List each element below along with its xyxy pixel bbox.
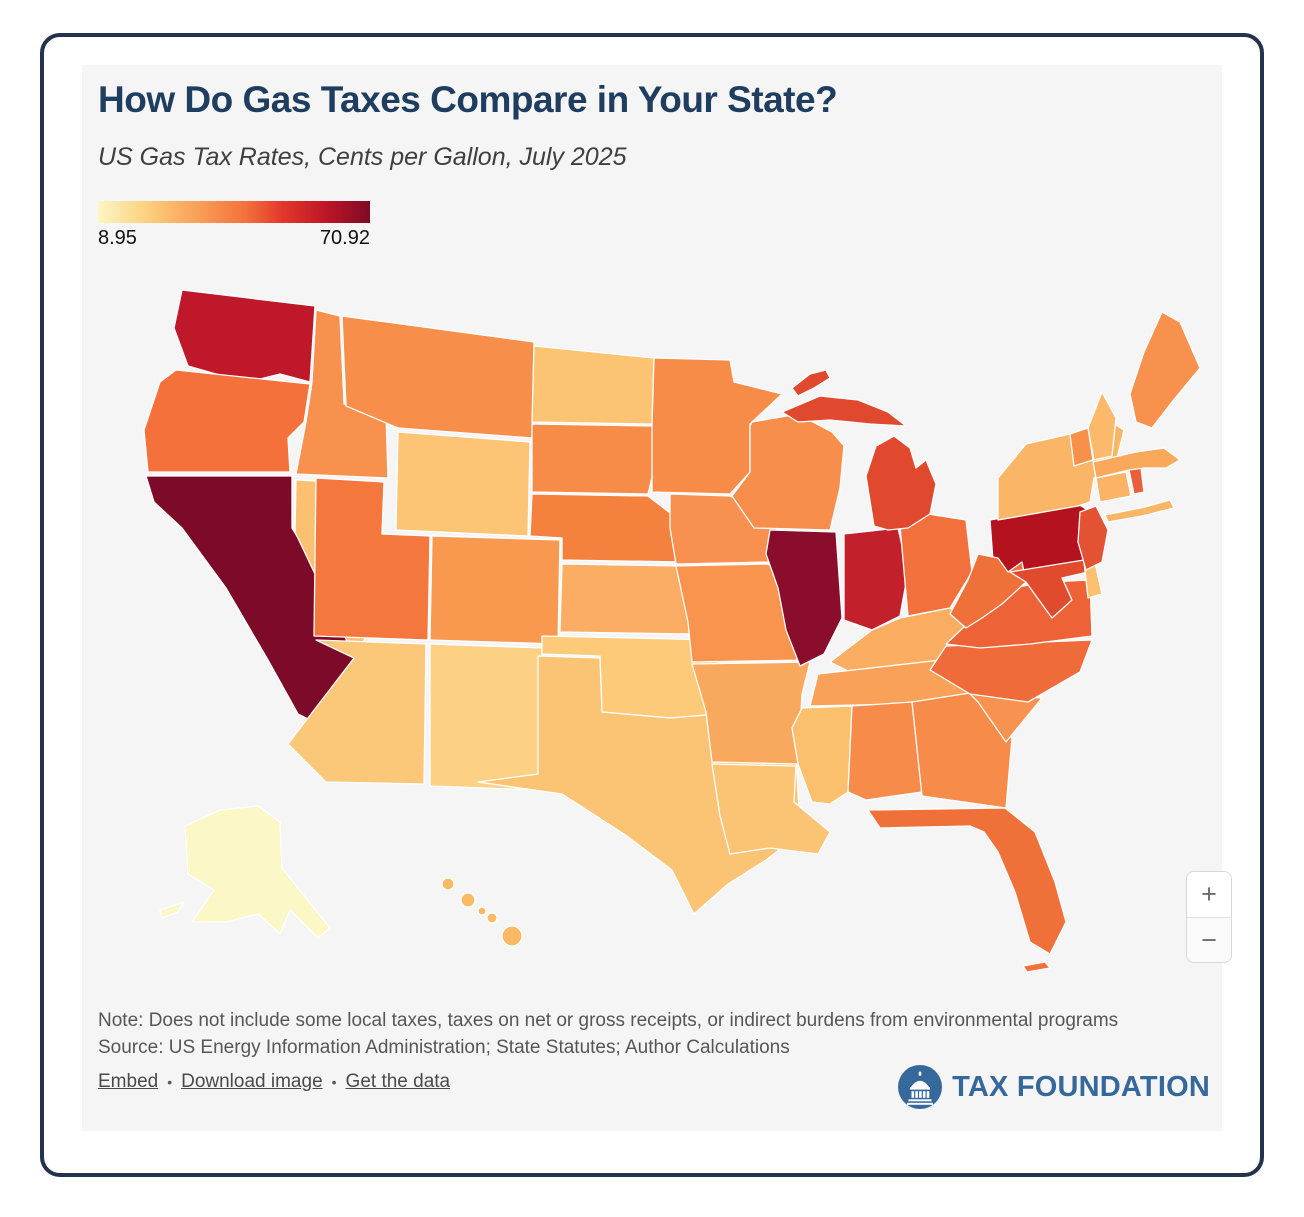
state-CO[interactable] xyxy=(429,535,561,645)
state-IL[interactable] xyxy=(765,529,843,667)
state-NJ[interactable] xyxy=(1077,505,1109,571)
widget-card: How Do Gas Taxes Compare in Your State? … xyxy=(40,33,1264,1177)
state-HI-maui[interactable] xyxy=(486,912,498,924)
color-legend: 8.95 70.92 xyxy=(98,201,370,250)
state-OR[interactable] xyxy=(143,369,311,473)
logo-wordmark: TAX FOUNDATION xyxy=(952,1070,1210,1103)
zoom-in-button[interactable]: + xyxy=(1187,872,1231,917)
state-AZ[interactable] xyxy=(287,639,427,785)
tax-foundation-logo[interactable]: TAX FOUNDATION xyxy=(898,1065,1210,1109)
state-WV[interactable] xyxy=(949,553,1027,629)
state-AK-aleutians[interactable] xyxy=(159,901,185,919)
states-layer[interactable] xyxy=(143,289,1201,973)
state-CT[interactable] xyxy=(1095,471,1132,503)
state-AK[interactable] xyxy=(184,805,331,939)
state-FL-keys[interactable] xyxy=(1022,961,1051,973)
download-image-link[interactable]: Download image xyxy=(181,1071,323,1092)
state-LA[interactable] xyxy=(711,763,831,855)
state-HI-oahu[interactable] xyxy=(460,892,476,908)
state-HI-hawaii[interactable] xyxy=(501,925,523,947)
state-ID[interactable] xyxy=(295,309,389,479)
legend-max-value: 70.92 xyxy=(319,227,370,249)
state-TX[interactable] xyxy=(477,655,801,915)
embed-link[interactable]: Embed xyxy=(98,1071,159,1092)
note-text: Note: Does not include some local taxes,… xyxy=(98,1010,1119,1031)
state-ME[interactable] xyxy=(1129,311,1201,429)
link-separator: • xyxy=(331,1074,337,1090)
state-MT[interactable] xyxy=(341,315,535,439)
state-WA[interactable] xyxy=(173,289,316,383)
state-KS[interactable] xyxy=(559,563,697,635)
state-HI-kauai[interactable] xyxy=(441,877,455,891)
footer-links: Embed • Download image • Get the data xyxy=(98,1071,450,1093)
source-text: Source: US Energy Information Administra… xyxy=(98,1037,790,1058)
legend-labels: 8.95 70.92 xyxy=(98,227,370,250)
state-NM[interactable] xyxy=(429,643,543,791)
state-VT[interactable] xyxy=(1069,427,1094,467)
state-GA[interactable] xyxy=(911,691,1013,809)
state-FL[interactable] xyxy=(867,807,1067,955)
state-IN[interactable] xyxy=(843,527,909,631)
legend-min-value: 8.95 xyxy=(98,227,137,249)
state-SD[interactable] xyxy=(531,423,657,495)
map-zoom-controls: + − xyxy=(1186,871,1232,963)
state-UT[interactable] xyxy=(313,477,431,641)
legend-gradient xyxy=(98,201,370,223)
state-MA[interactable] xyxy=(1092,447,1181,479)
state-NC[interactable] xyxy=(929,639,1093,703)
zoom-out-button[interactable]: − xyxy=(1187,917,1231,962)
chart-subtitle: US Gas Tax Rates, Cents per Gallon, July… xyxy=(98,143,627,171)
capitol-icon xyxy=(898,1065,943,1109)
state-AL[interactable] xyxy=(847,701,923,801)
footnotes: Note: Does not include some local taxes,… xyxy=(98,1007,1158,1061)
chart-panel: How Do Gas Taxes Compare in Your State? … xyxy=(82,65,1232,1131)
get-the-data-link[interactable]: Get the data xyxy=(345,1071,451,1092)
state-MI-upper-peninsula[interactable] xyxy=(781,395,907,427)
page-title: How Do Gas Taxes Compare in Your State? xyxy=(98,79,838,120)
state-RI[interactable] xyxy=(1128,467,1145,495)
state-WI[interactable] xyxy=(731,413,845,531)
state-HI-molokai[interactable] xyxy=(477,906,487,916)
state-NH[interactable] xyxy=(1087,391,1117,461)
link-separator: • xyxy=(167,1074,173,1090)
state-MS[interactable] xyxy=(791,705,853,805)
state-WY[interactable] xyxy=(395,431,531,537)
state-ND[interactable] xyxy=(531,345,655,425)
state-NY-long-island[interactable] xyxy=(1104,499,1175,523)
map-svg[interactable] xyxy=(130,270,1210,990)
us-choropleth-map[interactable] xyxy=(130,270,1210,990)
state-MI-keweenaw[interactable] xyxy=(791,369,831,397)
state-MI[interactable] xyxy=(865,435,937,531)
